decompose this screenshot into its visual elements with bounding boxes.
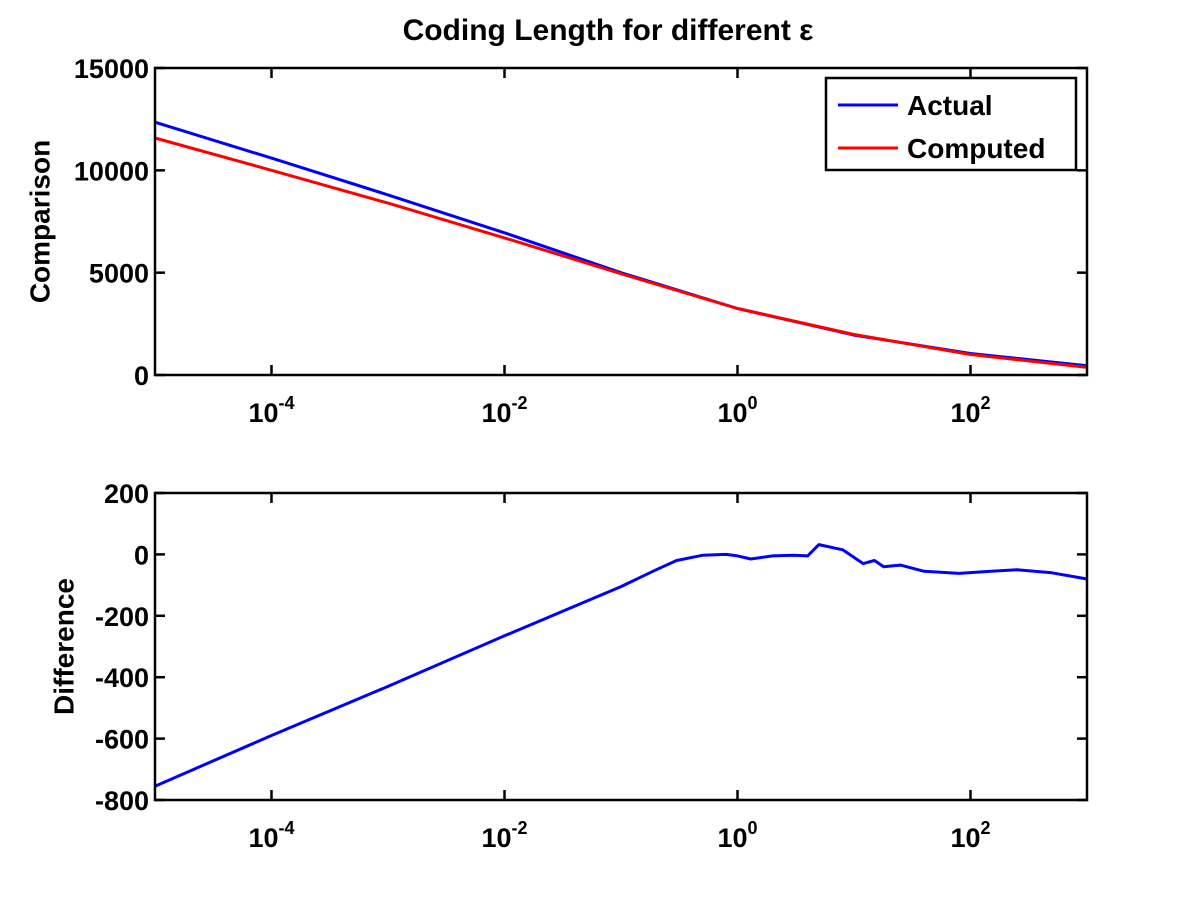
series-line-difference: [154, 543, 1088, 788]
y-tick-label: 15000: [74, 54, 149, 84]
series-line-computed: [154, 136, 1088, 369]
bottom-panel: 10-4 10-2 100 102 -800 -600 -400 -200 0 200 Differ…: [48, 479, 1089, 853]
top-panel: 10-4 10-2 100 102 0 5000 10000 15000 Comparison A…: [24, 54, 1089, 428]
x-tick-label: 10-2: [481, 818, 527, 853]
legend-box: [824, 76, 1078, 172]
axes-box: [153, 491, 1089, 802]
y-tick-label: 200: [104, 479, 149, 509]
legend-label-actual: Actual: [907, 90, 993, 121]
axes-box: [153, 66, 1089, 377]
legend: Actual Computed: [824, 76, 1078, 172]
y-tick-label: -200: [95, 602, 149, 632]
y-tick-label: 0: [134, 361, 149, 391]
y-tick-label: 5000: [89, 259, 149, 289]
legend-label-computed: Computed: [907, 133, 1045, 164]
y-tick-label: -800: [95, 786, 149, 816]
y-axis-title: Comparison: [24, 140, 55, 303]
y-tick-label: 0: [134, 540, 149, 570]
x-tick-label: 100: [717, 818, 757, 853]
y-tick-label: 10000: [74, 156, 149, 186]
x-tick-label: 100: [717, 393, 757, 428]
x-tick-label: 10-2: [481, 393, 527, 428]
x-tick-label: 102: [950, 818, 990, 853]
x-tick-label: 102: [950, 393, 990, 428]
x-tick-label: 10-4: [248, 393, 294, 428]
x-tick-label: 10-4: [248, 818, 294, 853]
chart-title: Coding Length for different ε: [403, 14, 814, 47]
y-axis-title: Difference: [48, 578, 79, 715]
y-tick-label: -600: [95, 725, 149, 755]
y-tick-label: -400: [95, 663, 149, 693]
